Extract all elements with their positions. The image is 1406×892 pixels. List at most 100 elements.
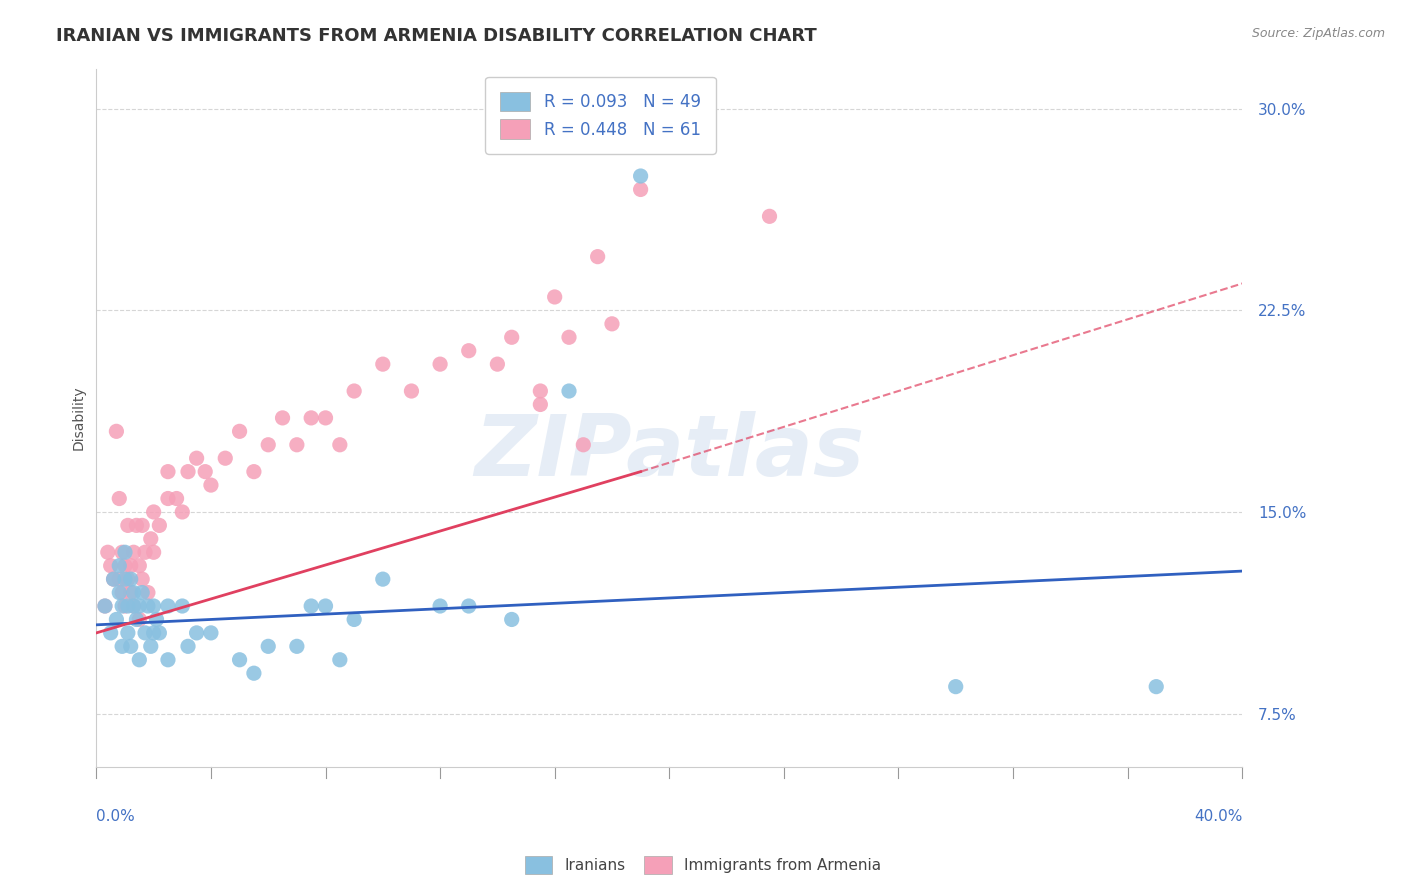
Point xyxy=(148,626,170,640)
Point xyxy=(243,465,266,479)
Point xyxy=(343,384,366,398)
Point xyxy=(122,599,145,613)
Point xyxy=(111,545,134,559)
Point xyxy=(131,518,153,533)
Point xyxy=(145,612,167,626)
Point xyxy=(156,491,179,506)
Point xyxy=(371,572,394,586)
Point xyxy=(111,640,134,654)
Point xyxy=(558,384,581,398)
Point xyxy=(429,357,451,371)
Point xyxy=(148,518,170,533)
Point xyxy=(117,626,139,640)
Point xyxy=(186,451,208,466)
Point xyxy=(186,626,208,640)
Point xyxy=(945,680,967,694)
Point xyxy=(285,640,308,654)
Point xyxy=(100,626,122,640)
Point xyxy=(142,505,165,519)
Point xyxy=(94,599,117,613)
Point xyxy=(97,545,120,559)
Point xyxy=(257,438,280,452)
Point xyxy=(401,384,423,398)
Point xyxy=(105,425,128,439)
Point xyxy=(122,599,145,613)
Point xyxy=(200,626,222,640)
Point xyxy=(114,545,136,559)
Point xyxy=(120,558,142,573)
Point xyxy=(371,357,394,371)
Point xyxy=(114,599,136,613)
Point xyxy=(142,626,165,640)
Point xyxy=(94,599,117,613)
Point xyxy=(172,599,194,613)
Point xyxy=(529,397,551,411)
Point xyxy=(108,572,131,586)
Point xyxy=(486,357,509,371)
Point xyxy=(194,465,217,479)
Point xyxy=(120,572,142,586)
Point xyxy=(128,558,150,573)
Point xyxy=(429,599,451,613)
Point xyxy=(630,169,652,183)
Point xyxy=(243,666,266,681)
Point xyxy=(271,410,294,425)
Y-axis label: Disability: Disability xyxy=(72,385,86,450)
Point xyxy=(586,250,609,264)
Point xyxy=(758,210,780,224)
Point xyxy=(501,612,523,626)
Point xyxy=(329,653,352,667)
Point xyxy=(156,599,179,613)
Point xyxy=(457,599,479,613)
Point xyxy=(131,572,153,586)
Point xyxy=(501,330,523,344)
Point xyxy=(156,653,179,667)
Point xyxy=(299,599,322,613)
Point xyxy=(128,612,150,626)
Point xyxy=(131,585,153,599)
Point xyxy=(134,545,156,559)
Point xyxy=(108,491,131,506)
Point xyxy=(630,182,652,196)
Point xyxy=(128,599,150,613)
Point xyxy=(125,518,148,533)
Point xyxy=(142,545,165,559)
Point xyxy=(117,518,139,533)
Text: Source: ZipAtlas.com: Source: ZipAtlas.com xyxy=(1251,27,1385,40)
Point xyxy=(136,585,159,599)
Point xyxy=(134,626,156,640)
Point xyxy=(120,640,142,654)
Point xyxy=(103,572,125,586)
Point xyxy=(117,599,139,613)
Point xyxy=(108,558,131,573)
Point xyxy=(343,612,366,626)
Point xyxy=(103,572,125,586)
Point xyxy=(156,465,179,479)
Point xyxy=(315,599,337,613)
Point xyxy=(172,505,194,519)
Point xyxy=(105,612,128,626)
Point xyxy=(228,425,250,439)
Text: IRANIAN VS IMMIGRANTS FROM ARMENIA DISABILITY CORRELATION CHART: IRANIAN VS IMMIGRANTS FROM ARMENIA DISAB… xyxy=(56,27,817,45)
Point xyxy=(329,438,352,452)
Point xyxy=(457,343,479,358)
Point xyxy=(139,640,162,654)
Point xyxy=(120,585,142,599)
Point xyxy=(315,410,337,425)
Point xyxy=(1144,680,1167,694)
Point xyxy=(228,653,250,667)
Point xyxy=(257,640,280,654)
Point xyxy=(572,438,595,452)
Point xyxy=(117,572,139,586)
Point xyxy=(128,653,150,667)
Point xyxy=(100,558,122,573)
Point xyxy=(122,545,145,559)
Point xyxy=(200,478,222,492)
Point xyxy=(142,599,165,613)
Legend: R = 0.093   N = 49, R = 0.448   N = 61: R = 0.093 N = 49, R = 0.448 N = 61 xyxy=(485,77,716,153)
Point xyxy=(114,572,136,586)
Point xyxy=(122,585,145,599)
Point xyxy=(111,585,134,599)
Point xyxy=(299,410,322,425)
Point xyxy=(285,438,308,452)
